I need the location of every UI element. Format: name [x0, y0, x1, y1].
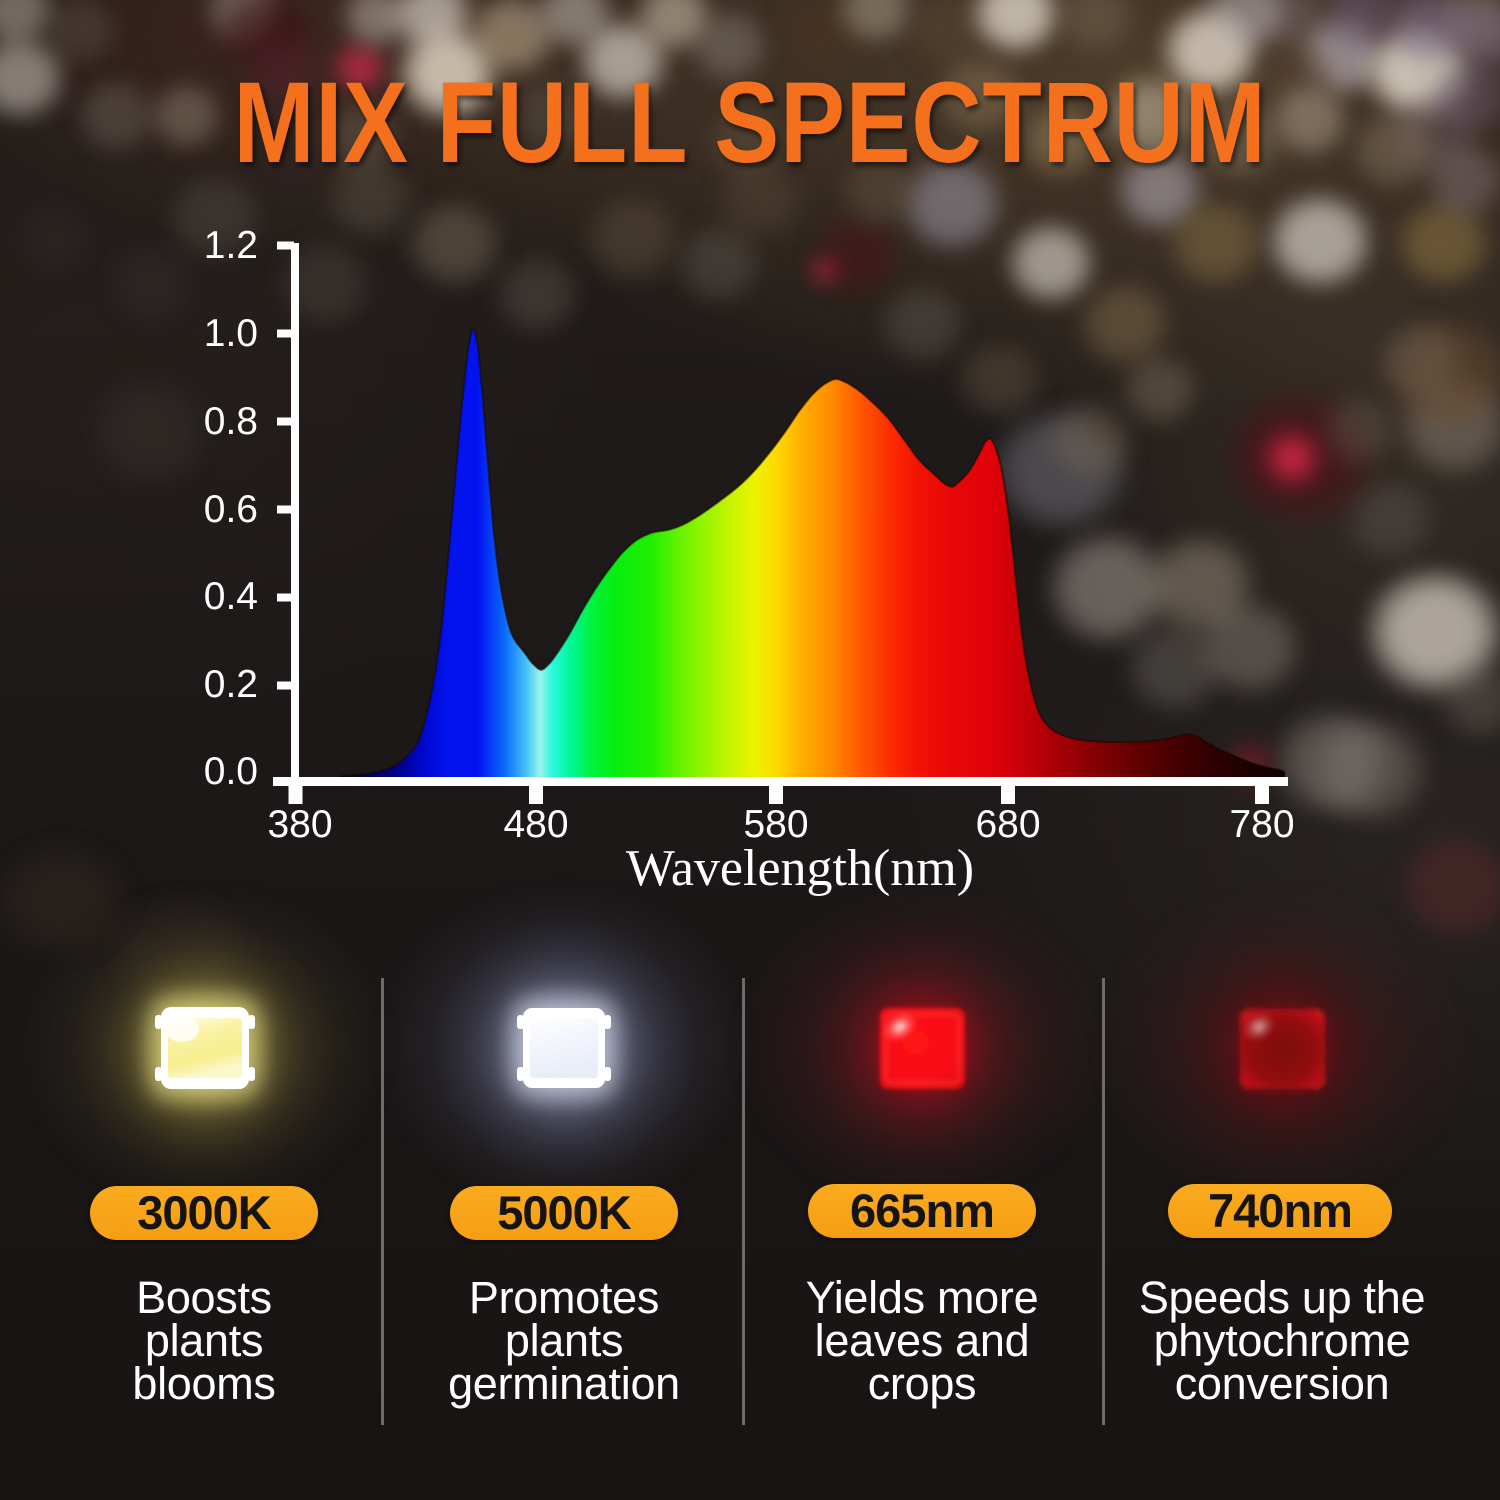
svg-text:1.0: 1.0: [204, 312, 258, 355]
svg-text:0.4: 0.4: [204, 575, 258, 618]
svg-text:0.8: 0.8: [204, 400, 258, 443]
svg-text:1.2: 1.2: [204, 224, 258, 267]
svg-text:0.0: 0.0: [204, 750, 258, 793]
svg-text:0.2: 0.2: [204, 663, 258, 706]
svg-text:380: 380: [267, 803, 332, 846]
svg-text:580: 580: [743, 803, 808, 846]
svg-text:Wavelength(nm): Wavelength(nm): [626, 840, 974, 897]
svg-text:780: 780: [1229, 803, 1294, 846]
svg-text:480: 480: [503, 803, 568, 846]
svg-text:0.6: 0.6: [204, 488, 258, 531]
svg-text:680: 680: [975, 803, 1040, 846]
